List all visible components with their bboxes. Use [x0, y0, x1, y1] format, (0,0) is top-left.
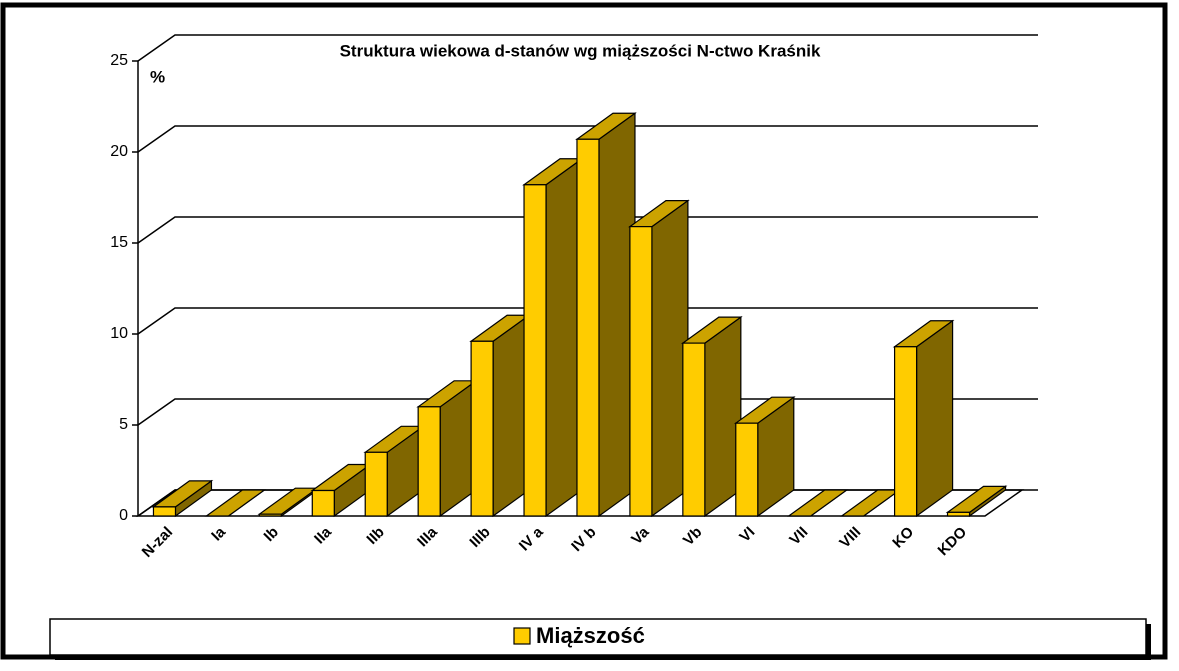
bar	[628, 199, 690, 518]
bar-front	[258, 513, 282, 517]
bar-front	[470, 340, 494, 517]
bar-front	[311, 489, 335, 517]
bar	[892, 319, 955, 518]
bar	[680, 315, 743, 518]
bar	[151, 479, 214, 518]
y-tick-label: 20	[110, 143, 128, 160]
bar-front	[523, 184, 547, 517]
bar	[522, 157, 584, 518]
y-axis-label: %	[150, 67, 165, 86]
bar	[945, 485, 1008, 518]
y-tick-label: 25	[110, 52, 128, 69]
bar	[416, 379, 479, 518]
bar	[204, 489, 267, 517]
y-tick-label: 10	[110, 325, 128, 342]
bar-top	[786, 489, 849, 517]
bar-top	[204, 489, 267, 517]
bar	[469, 314, 531, 518]
y-tick-label: 5	[119, 416, 128, 433]
grid-line	[137, 34, 1038, 62]
bar	[733, 396, 796, 518]
bar-front	[893, 346, 918, 517]
y-tick-label: 0	[119, 507, 128, 524]
bar	[575, 112, 637, 518]
grid-line	[137, 125, 1038, 153]
grid-line	[137, 398, 1038, 426]
bar-front	[152, 506, 177, 517]
bar-front	[576, 138, 600, 517]
legend-box	[49, 618, 1147, 656]
legend-swatch	[513, 627, 531, 645]
legend-label: Miąższość	[536, 623, 645, 648]
bar	[786, 489, 849, 517]
bar-front	[629, 226, 653, 517]
chart-title: Struktura wiekowa d-stanów wg miąższości…	[340, 41, 821, 60]
y-tick-label: 15	[110, 234, 128, 251]
bar-side	[915, 319, 954, 518]
bar-front	[682, 342, 706, 517]
bar-front	[417, 406, 441, 517]
bar-front	[735, 422, 759, 517]
grid-line	[137, 216, 1038, 244]
grid-line	[137, 307, 1038, 335]
bar-front	[946, 511, 971, 517]
bar-front	[364, 451, 388, 517]
